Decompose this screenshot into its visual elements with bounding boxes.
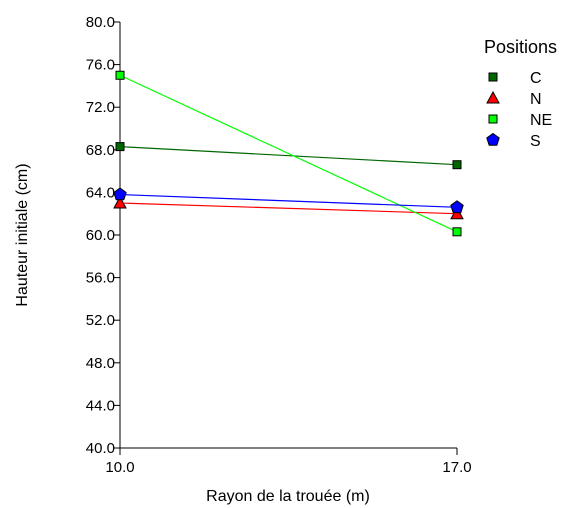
series-line-c: [119, 146, 458, 166]
y-axis-label: Hauteur initiale (cm): [14, 163, 31, 306]
data-point-n: [450, 206, 464, 220]
series-line-s: [119, 193, 458, 208]
y-tick-label: 64.0: [86, 184, 115, 201]
y-tick-label: 68.0: [86, 142, 115, 159]
data-point-c: [452, 160, 462, 170]
x-axis-label: Rayon de la trouée (m): [206, 488, 370, 505]
x-tick-label: 10.0: [105, 459, 134, 476]
y-tick-label: 48.0: [86, 355, 115, 372]
y-tick-label: 72.0: [86, 99, 115, 116]
y-tick-label: 60.0: [86, 227, 115, 244]
legend-label-s: S: [530, 133, 541, 150]
x-tick-label: 17.0: [442, 459, 471, 476]
y-tick-label: 76.0: [86, 57, 115, 74]
y-tick-label: 40.0: [86, 440, 115, 457]
legend: Positions CN NE S: [484, 37, 557, 150]
series-lines: [119, 74, 458, 233]
legend-marker-ne: [488, 114, 498, 124]
x-ticks: 10.0 17.0: [105, 448, 472, 476]
data-point-c: [115, 142, 125, 152]
legend-marker-n: [486, 90, 500, 104]
legend-label-c: C: [530, 70, 542, 87]
legend-marker-c: [488, 72, 498, 82]
axes: [119, 22, 457, 449]
data-point-ne: [452, 227, 462, 237]
legend-label-n: N: [530, 91, 542, 108]
series-line-n: [119, 202, 458, 215]
y-tick-label: 44.0: [86, 397, 115, 414]
data-point-s: [450, 200, 464, 214]
data-point-s: [113, 187, 127, 201]
legend-title: Positions: [484, 37, 557, 57]
data-point-n: [113, 196, 127, 209]
data-point-ne: [115, 70, 125, 80]
y-ticks: 40.0 44.0 48.0 52.0 56.0 60.0 64.0 68.0 72.0 76.0…: [86, 14, 120, 457]
y-tick-label: 56.0: [86, 270, 115, 287]
legend-label-ne: NE: [530, 112, 552, 129]
y-tick-label: 80.0: [86, 14, 115, 31]
series-markers: [113, 70, 464, 237]
y-tick-label: 52.0: [86, 312, 115, 329]
legend-marker-s: [486, 132, 500, 146]
